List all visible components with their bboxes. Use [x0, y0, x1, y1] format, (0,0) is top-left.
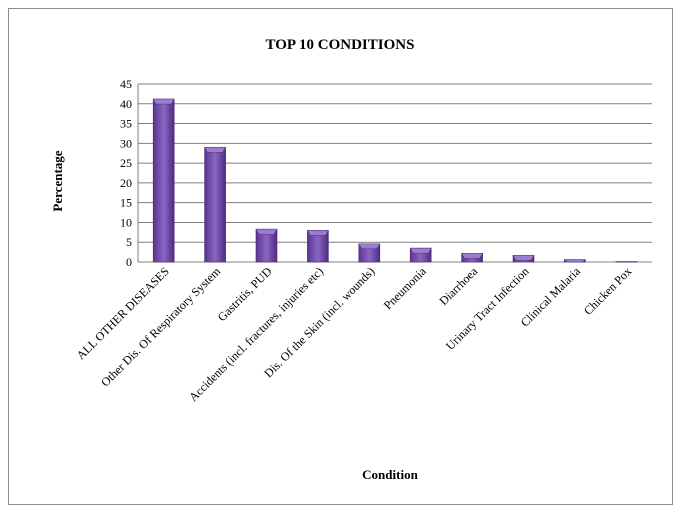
bar — [461, 252, 483, 263]
x-category-label: Diarrhoea — [436, 264, 480, 308]
bar-cap — [358, 243, 381, 250]
y-tick-label: 15 — [120, 196, 132, 210]
bar-cap — [563, 259, 586, 263]
bar — [409, 247, 432, 263]
y-tick-label: 30 — [120, 136, 132, 150]
bar-cap — [152, 98, 175, 105]
bar-chart: TOP 10 CONDITIONS 0 5 10 15 20 25 30 35 40 45 ALL… — [50, 37, 652, 482]
x-category-label: Dis. Of the Skin (incl. wounds) — [261, 264, 377, 380]
bar — [307, 230, 329, 263]
bar-cap — [255, 228, 278, 235]
bar — [512, 254, 535, 263]
y-axis-ticks: 0 5 10 15 20 25 30 35 40 45 — [120, 77, 132, 269]
bar-body — [152, 98, 175, 263]
bar — [358, 243, 381, 263]
y-tick-label: 20 — [120, 176, 132, 190]
bar — [563, 259, 586, 263]
bar-cap — [461, 253, 483, 259]
y-axis-title: Percentage — [50, 150, 65, 211]
bars — [152, 98, 638, 263]
bar — [152, 98, 175, 263]
y-tick-label: 0 — [126, 255, 132, 269]
bar-cap — [512, 255, 535, 261]
bar-cap — [615, 261, 637, 263]
bar-body — [204, 146, 226, 263]
x-category-label: Pneumonia — [381, 264, 430, 313]
y-tick-label: 35 — [120, 117, 132, 131]
x-category-label: Chicken Pox — [581, 264, 635, 318]
x-category-label: ALL OTHER DISEASES — [74, 264, 172, 362]
bar-cap — [409, 247, 432, 254]
bar-cap — [307, 230, 329, 236]
bar — [255, 228, 278, 263]
y-tick-label: 25 — [120, 156, 132, 170]
y-tick-label: 40 — [120, 97, 132, 111]
y-tick-label: 10 — [120, 215, 132, 229]
y-tick-label: 45 — [120, 77, 132, 91]
x-axis-title: Condition — [362, 467, 418, 482]
bar — [204, 146, 226, 263]
bar — [615, 261, 638, 263]
y-tick-label: 5 — [126, 235, 132, 249]
chart-title: TOP 10 CONDITIONS — [266, 37, 415, 53]
bar-cap — [204, 147, 226, 153]
chart-frame: TOP 10 CONDITIONS 0 5 10 15 20 25 30 35 40 45 ALL… — [8, 8, 673, 505]
